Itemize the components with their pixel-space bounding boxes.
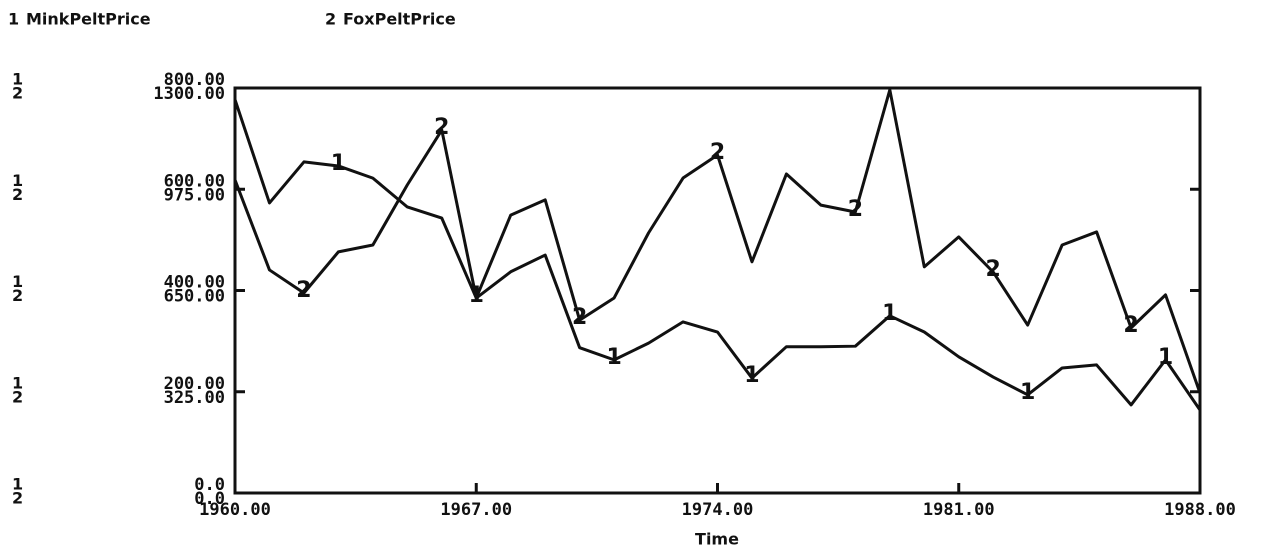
line-marker: 1 — [331, 151, 346, 176]
series-line — [233, 88, 1202, 394]
y-tick-label: 400.00 — [164, 273, 225, 293]
line-marker: 2 — [1123, 313, 1138, 338]
line-marker: 1 — [1020, 380, 1035, 405]
y-axis-marker: 1 — [12, 373, 23, 392]
y2-axis-marker: 2 — [12, 84, 23, 103]
y2-axis-marker: 2 — [12, 387, 23, 406]
line-marker: 2 — [848, 197, 863, 222]
y-axis-marker: 1 — [12, 70, 23, 89]
series-line — [233, 99, 1202, 411]
y-axis-marker: 1 — [12, 475, 23, 494]
line-marker: 2 — [986, 257, 1001, 282]
line-marker: 2 — [572, 305, 587, 330]
y2-tick-label: 650.00 — [164, 287, 225, 307]
y-tick-label: 0.0 — [194, 475, 225, 495]
legend-marker: 2 — [325, 10, 336, 29]
legend-label: MinkPeltPrice — [26, 10, 151, 29]
y-axis-marker: 1 — [12, 171, 23, 190]
y2-tick-label: 325.00 — [164, 388, 225, 408]
y2-tick-label: 1300.00 — [153, 84, 225, 104]
line-marker: 1 — [882, 301, 897, 326]
line-marker: 1 — [1158, 345, 1173, 370]
y-tick-label: 600.00 — [164, 171, 225, 191]
line-marker: 1 — [744, 363, 759, 388]
y2-axis-marker: 2 — [12, 489, 23, 508]
y2-tick-label: 975.00 — [164, 185, 225, 205]
y-axis-marker: 1 — [12, 272, 23, 291]
line-marker: 2 — [296, 278, 311, 303]
x-tick-label: 1974.00 — [682, 500, 754, 520]
y-tick-label: 800.00 — [164, 70, 225, 90]
x-tick-label: 1988.00 — [1164, 500, 1236, 520]
x-tick-label: 1981.00 — [923, 500, 995, 520]
legend-marker: 1 — [8, 10, 19, 29]
line-marker: 2 — [710, 140, 725, 165]
y2-axis-marker: 2 — [12, 185, 23, 204]
line-marker: 2 — [434, 115, 449, 140]
y2-axis-marker: 2 — [12, 286, 23, 305]
y-tick-label: 200.00 — [164, 374, 225, 394]
x-axis-label: Time — [695, 530, 739, 549]
x-tick-label: 1960.00 — [199, 500, 271, 520]
legend-label: FoxPeltPrice — [343, 10, 456, 29]
x-tick-label: 1967.00 — [440, 500, 512, 520]
y2-tick-label: 0.0 — [194, 489, 225, 509]
line-marker: 1 — [606, 345, 621, 370]
